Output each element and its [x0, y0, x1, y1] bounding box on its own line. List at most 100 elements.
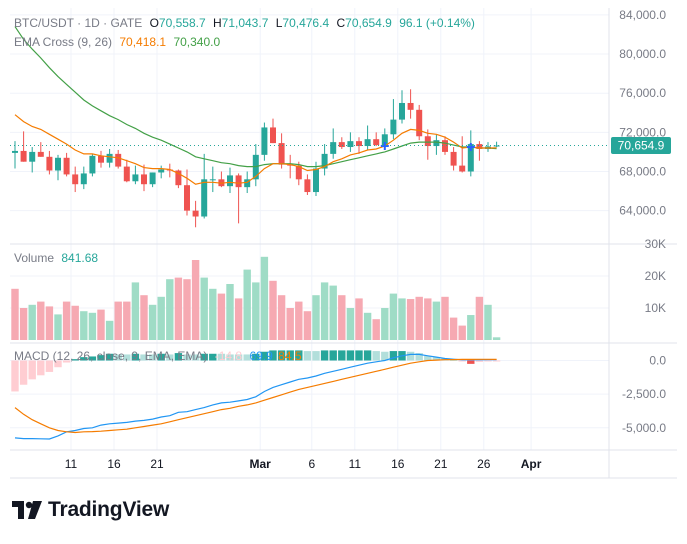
macd-histogram-bar — [286, 350, 294, 361]
open-label: O — [150, 16, 159, 30]
ema-legend[interactable]: EMA Cross (9, 26) 70,418.1 70,340.0 — [14, 35, 220, 49]
macd-histogram-bar — [329, 350, 337, 361]
ema-slow-value: 70,340.0 — [173, 35, 220, 49]
volume-tick-label: 20K — [645, 269, 666, 283]
high-value: 71,043.7 — [222, 16, 269, 30]
macd-histogram-bar — [492, 360, 501, 362]
candle-body — [390, 119, 397, 135]
change-value: 96.1 (+0.14%) — [399, 16, 475, 30]
macd-histogram-bar — [105, 353, 114, 361]
volume-bar — [28, 304, 36, 340]
candle-body — [356, 141, 362, 147]
macd-histogram-bar — [432, 357, 441, 361]
volume-bars — [11, 256, 501, 340]
candle-body — [158, 169, 165, 173]
volume-tick-label: 10K — [645, 301, 666, 315]
ema-fast-line — [14, 114, 497, 185]
candle-body — [493, 145, 500, 147]
indicator-lines — [14, 26, 497, 440]
ema-slow-line — [14, 26, 497, 168]
macd-legend-name: MACD (12, 26, close, 9, EMA, EMA) — [14, 349, 207, 363]
macd-histogram-bar — [226, 354, 234, 361]
time-axis[interactable]: 11 16 21 Mar 6 11 16 21 26 Apr — [65, 457, 542, 471]
candle-body — [46, 156, 53, 171]
macd-histogram-bar — [174, 353, 183, 361]
candle-body — [37, 151, 44, 157]
volume-bar — [286, 308, 294, 340]
candle-body — [476, 144, 483, 149]
close-value: 70,654.9 — [345, 16, 392, 30]
volume-bar — [97, 309, 105, 340]
macd-histogram-bar — [424, 355, 432, 361]
candle-body — [347, 141, 354, 148]
price-axis[interactable]: 64,000.0 68,000.0 72,000.0 76,000.0 80,000.0… — [619, 8, 666, 435]
volume-bar — [260, 256, 269, 340]
macd-histogram-bar — [415, 353, 423, 361]
volume-bar — [484, 304, 492, 340]
macd-histogram-bar — [269, 350, 277, 361]
tradingview-logo-icon — [12, 501, 42, 519]
volume-bar — [191, 260, 200, 340]
volume-bar — [475, 296, 484, 340]
volume-bar — [441, 296, 449, 340]
macd-histogram-bar — [200, 353, 208, 361]
macd-line — [14, 353, 497, 440]
macd-tick-label: -2,500.0 — [622, 387, 666, 401]
macd-histogram-bar — [406, 351, 415, 361]
candle-body — [55, 157, 61, 171]
macd-histogram-bar — [97, 355, 105, 361]
time-tick-label: 11 — [349, 457, 362, 471]
low-value: 70,476.4 — [282, 16, 329, 30]
macd-histogram-bar — [355, 350, 363, 361]
macd-histogram-bar — [372, 351, 380, 361]
volume-bar — [449, 317, 458, 340]
macd-histogram-bar — [37, 360, 45, 376]
macd-histogram-bar — [484, 360, 492, 362]
volume-bar — [252, 282, 260, 340]
macd-histogram-bar — [320, 350, 329, 361]
macd-histogram-bar — [277, 350, 286, 361]
macd-legend[interactable]: MACD (12, 26, close, 9, EMA, EMA) -14.8 … — [14, 349, 302, 363]
volume-bar — [123, 301, 131, 340]
grid — [10, 8, 609, 450]
candle-body — [304, 179, 311, 193]
volume-bar — [209, 288, 217, 340]
volume-bar — [19, 308, 28, 340]
volume-bar — [157, 296, 165, 340]
price-tick-label: 80,000.0 — [619, 47, 666, 61]
tradingview-logo[interactable]: TradingView — [12, 496, 169, 524]
symbol-legend[interactable]: BTC/USDT · 1D · GATE O70,558.7 H71,043.7… — [14, 16, 475, 30]
time-tick-label: 21 — [150, 457, 164, 471]
candle-body — [12, 150, 18, 153]
candle-body — [123, 166, 130, 182]
volume-bar — [432, 301, 441, 340]
candle-body — [244, 179, 251, 188]
macd-histogram-bar — [243, 354, 251, 361]
macd-histogram-bar — [71, 359, 79, 361]
volume-bar — [166, 279, 174, 340]
candle-body — [209, 179, 216, 181]
macd-histogram-bar — [338, 350, 346, 361]
candle-body — [416, 109, 423, 137]
macd-histogram-bar — [131, 353, 140, 361]
candle-body — [149, 172, 156, 185]
time-tick-label: 6 — [308, 457, 315, 471]
volume-bar — [320, 282, 329, 340]
volume-bar — [346, 308, 355, 340]
volume-bar — [105, 320, 114, 340]
macd-histogram-bar — [389, 351, 398, 361]
candle-body — [278, 143, 285, 165]
time-tick-label: Apr — [521, 457, 542, 471]
candle-body — [442, 140, 448, 152]
candle-body — [201, 179, 208, 217]
volume-legend[interactable]: Volume 841.68 — [14, 251, 98, 265]
time-tick-label: 21 — [434, 457, 448, 471]
time-tick-label: Mar — [250, 457, 272, 471]
candle-body — [115, 153, 122, 167]
signal-line — [14, 358, 497, 434]
price-tick-label: 64,000.0 — [619, 204, 666, 218]
macd-histogram-bar — [475, 360, 484, 362]
macd-histogram-bar — [449, 359, 458, 361]
